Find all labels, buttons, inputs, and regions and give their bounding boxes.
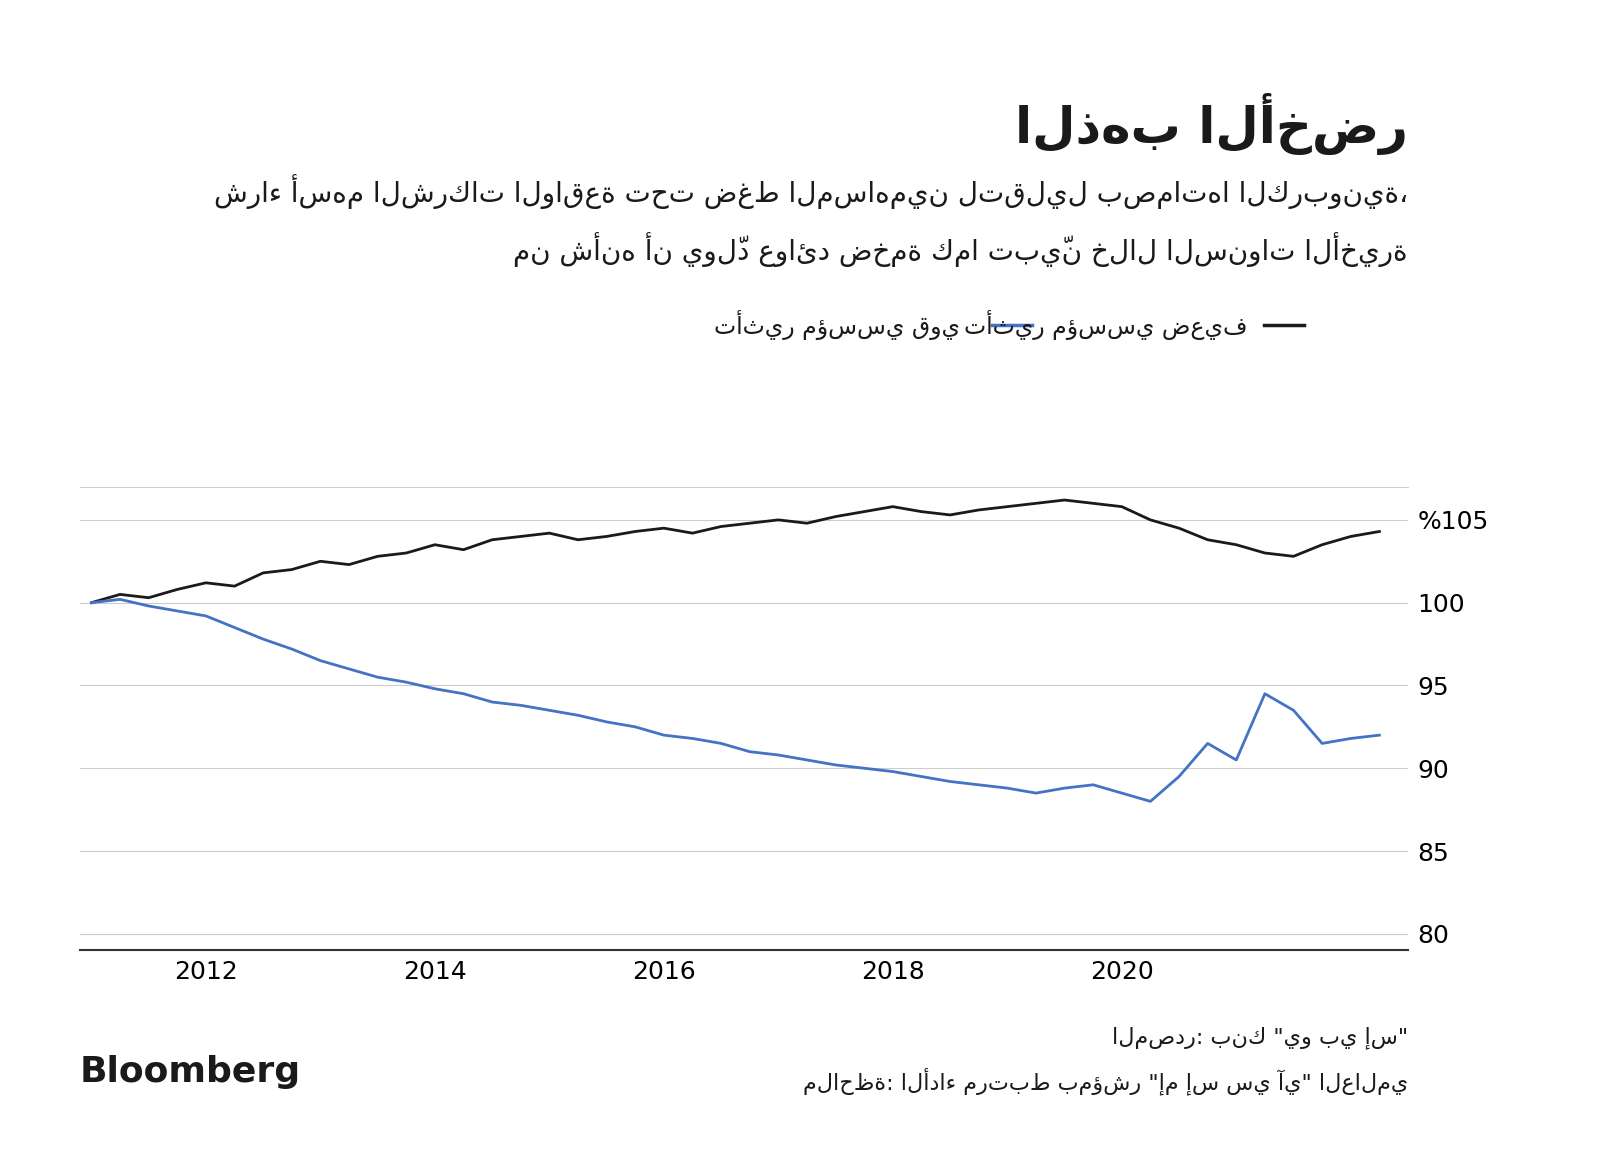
Text: تأثير مؤسسي ضعيف: تأثير مؤسسي ضعيف — [965, 309, 1248, 340]
Text: الذهب الأخضر: الذهب الأخضر — [1014, 93, 1408, 154]
Text: ملاحظة: الأداء مرتبط بمؤشر "إم إس سي آي" العالمي: ملاحظة: الأداء مرتبط بمؤشر "إم إس سي آي"… — [803, 1067, 1408, 1095]
Text: شراء أسهم الشركات الواقعة تحت ضغط المساهمين لتقليل بصماتها الكربونية،: شراء أسهم الشركات الواقعة تحت ضغط المساه… — [214, 174, 1408, 209]
Text: من شأنه أن يولّد عوائد ضخمة كما تبيّن خلال السنوات الأخيرة: من شأنه أن يولّد عوائد ضخمة كما تبيّن خل… — [514, 232, 1408, 267]
Text: تأثير مؤسسي قوي: تأثير مؤسسي قوي — [714, 309, 960, 340]
Text: المصدر: بنك "يو بي إس": المصدر: بنك "يو بي إس" — [1112, 1026, 1408, 1049]
Text: Bloomberg: Bloomberg — [80, 1056, 301, 1089]
